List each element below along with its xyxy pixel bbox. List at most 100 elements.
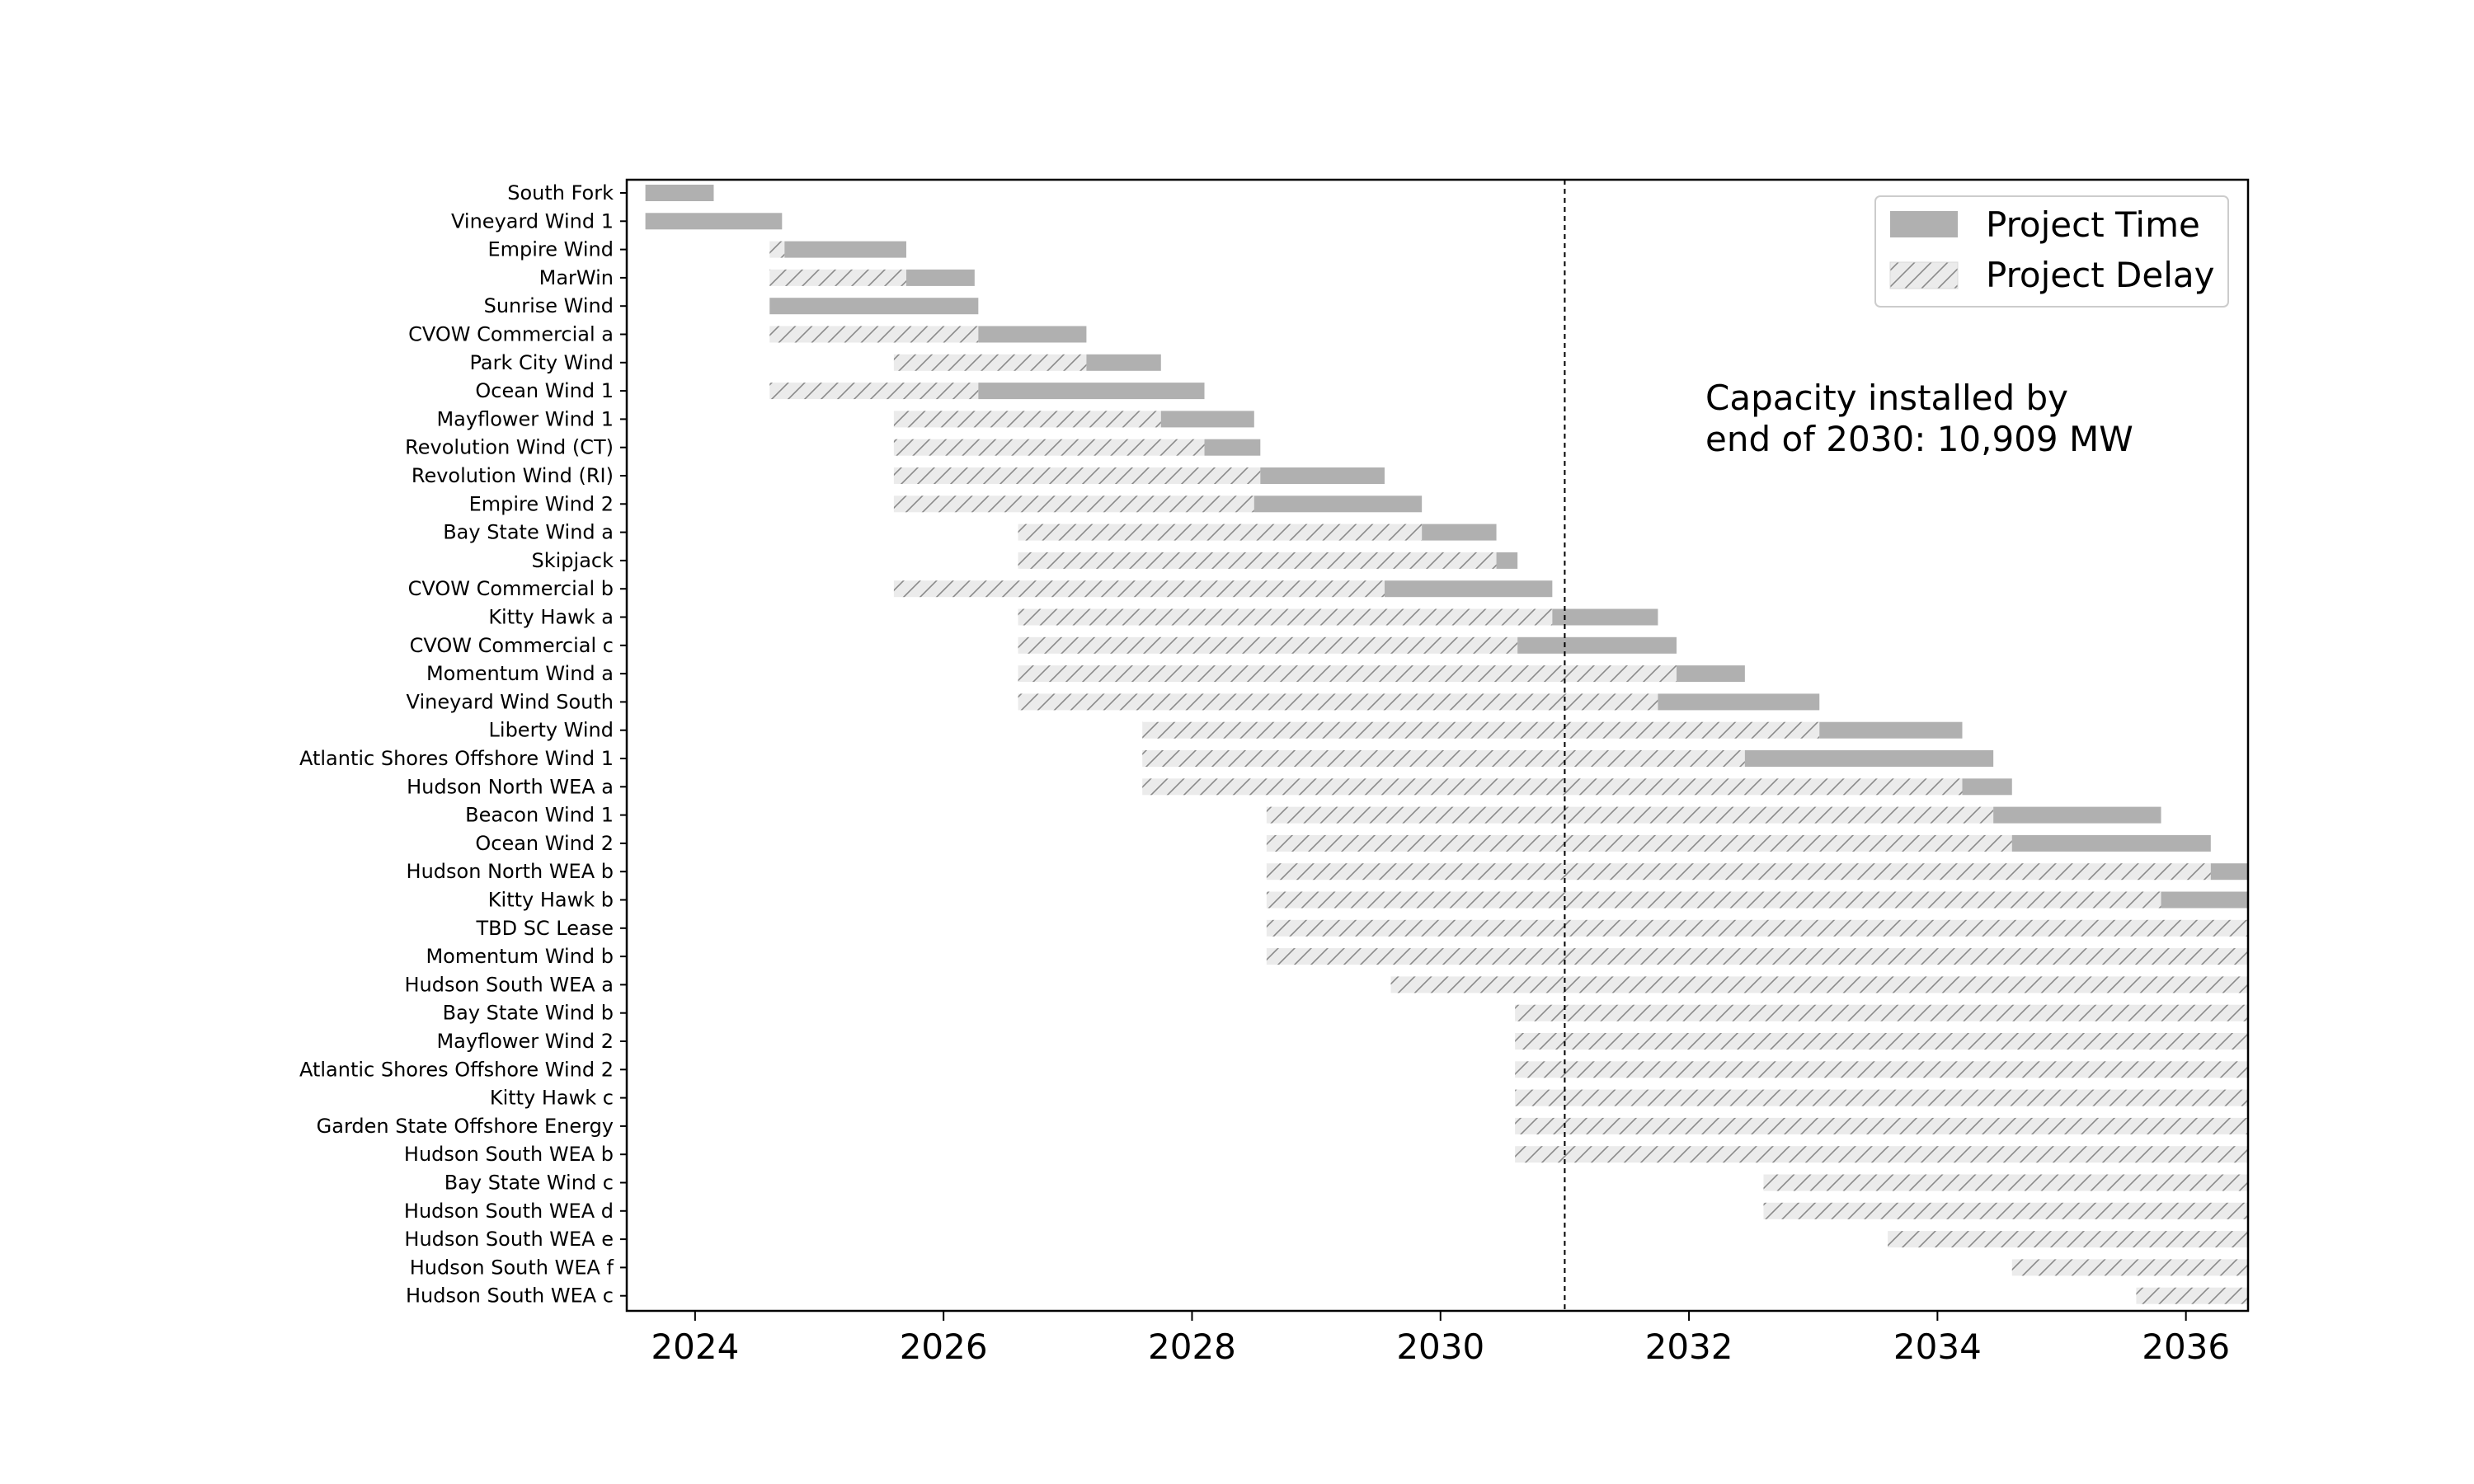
delay-bar-beacon-wind-1	[1266, 806, 1994, 824]
delay-bar-liberty-wind	[1142, 721, 1820, 739]
time-bar-cvow-commercial-b	[1384, 580, 1553, 598]
x-tick-label: 2024	[651, 1327, 739, 1367]
legend-swatch-delay	[1889, 261, 1959, 289]
y-label: CVOW Commercial a	[408, 323, 614, 346]
delay-bar-tbd-sc-lease	[1266, 919, 2248, 937]
y-label: Vineyard Wind 1	[451, 209, 614, 232]
x-tick-label: 2034	[1893, 1327, 1982, 1367]
x-tick-label: 2028	[1148, 1327, 1236, 1367]
delay-bar-ocean-wind-1	[769, 383, 979, 400]
annotation-line: Capacity installed by	[1705, 378, 2068, 418]
y-label: Garden State Offshore Energy	[317, 1115, 614, 1138]
y-label: Revolution Wind (RI)	[412, 464, 614, 487]
delay-bar-cvow-commercial-c	[1018, 636, 1518, 654]
legend-label-delay: Project Delay	[1986, 255, 2215, 295]
y-label: MarWin	[539, 266, 614, 289]
time-bar-cvow-commercial-c	[1517, 636, 1677, 654]
x-tick-label: 2026	[900, 1327, 988, 1367]
y-label: Mayflower Wind 1	[436, 407, 614, 430]
time-bar-hudson-north-wea-a	[1962, 778, 2012, 796]
delay-bar-hudson-south-wea-e	[1888, 1231, 2248, 1248]
y-label: Bay State Wind b	[443, 1002, 614, 1025]
y-label: Park City Wind	[470, 351, 614, 374]
y-label: Empire Wind 2	[469, 492, 614, 515]
time-bar-marwin	[905, 269, 975, 286]
delay-bar-kitty-hawk-a	[1018, 608, 1553, 626]
delay-bar-revolution-wind-ct	[893, 439, 1205, 456]
y-label: Vineyard Wind South	[407, 690, 614, 713]
y-label: Kitty Hawk a	[488, 606, 614, 629]
time-bar-park-city-wind	[1086, 354, 1161, 371]
delay-bar-momentum-wind-b	[1266, 948, 2248, 965]
delay-bar-hudson-south-wea-f	[2011, 1259, 2248, 1276]
y-label: Mayflower Wind 2	[436, 1030, 614, 1053]
time-bar-sunrise-wind	[769, 298, 979, 315]
delay-bar-hudson-north-wea-b	[1266, 863, 2211, 881]
y-label: Hudson North WEA a	[407, 775, 614, 798]
delay-bar-momentum-wind-a	[1018, 665, 1677, 683]
y-label: Hudson South WEA e	[404, 1228, 614, 1251]
y-label: Momentum Wind b	[426, 945, 614, 968]
delay-bar-bay-state-wind-a	[1018, 524, 1423, 541]
y-label: Hudson South WEA d	[404, 1200, 614, 1223]
y-label: Ocean Wind 1	[475, 379, 614, 402]
y-label: Empire Wind	[488, 238, 614, 261]
delay-bar-revolution-wind-ri	[893, 467, 1261, 484]
time-bar-revolution-wind-ri	[1260, 467, 1385, 484]
time-bar-south-fork	[645, 185, 714, 201]
y-label: Ocean Wind 2	[475, 832, 614, 855]
y-label: Momentum Wind a	[426, 662, 614, 685]
delay-bar-hudson-south-wea-a	[1390, 976, 2248, 993]
y-label: CVOW Commercial c	[410, 634, 614, 657]
y-label: Bay State Wind c	[444, 1172, 614, 1195]
delay-bar-park-city-wind	[893, 354, 1087, 371]
y-label: Hudson South WEA f	[410, 1256, 614, 1279]
time-bar-kitty-hawk-b	[2161, 891, 2248, 909]
x-tick-label: 2032	[1645, 1327, 1733, 1367]
delay-bar-hudson-north-wea-a	[1142, 778, 1963, 796]
time-bar-vineyard-wind-1	[645, 213, 783, 230]
y-label: Beacon Wind 1	[465, 804, 614, 827]
delay-bar-empire-wind	[769, 241, 785, 258]
delay-bar-empire-wind-2	[893, 495, 1254, 513]
delay-bar-cvow-commercial-b	[893, 580, 1385, 598]
time-bar-skipjack	[1496, 552, 1518, 569]
time-bar-empire-wind-2	[1253, 495, 1423, 513]
y-label: Kitty Hawk b	[488, 889, 614, 912]
delay-bar-ocean-wind-2	[1266, 834, 2012, 852]
y-label: Revolution Wind (CT)	[405, 436, 614, 459]
y-label: Skipjack	[531, 549, 614, 572]
delay-bar-garden-state-offshore-energy	[1515, 1117, 2248, 1134]
x-axis: 2024 2026 2028 2030 2032 2034 2036	[651, 1311, 2230, 1367]
time-bar-vineyard-wind-south	[1658, 693, 1820, 711]
time-bar-mayflower-wind-1	[1160, 411, 1254, 428]
delay-bar-mayflower-wind-2	[1515, 1033, 2248, 1050]
time-bar-revolution-wind-ct	[1204, 439, 1261, 456]
y-label: Atlantic Shores Offshore Wind 2	[299, 1058, 614, 1081]
y-label: CVOW Commercial b	[408, 577, 614, 600]
plot-background	[627, 180, 2248, 1311]
delay-bar-bay-state-wind-b	[1515, 1004, 2248, 1021]
time-bar-empire-wind	[784, 241, 906, 258]
x-tick-label: 2036	[2142, 1327, 2230, 1367]
y-label: Atlantic Shores Offshore Wind 1	[299, 747, 614, 770]
bars-layer	[645, 185, 2285, 1304]
delay-bar-mayflower-wind-1	[893, 411, 1161, 428]
x-tick-label: 2030	[1396, 1327, 1484, 1367]
time-bar-kitty-hawk-a	[1552, 608, 1658, 626]
time-bar-momentum-wind-b	[2260, 948, 2285, 965]
annotation-line: end of 2030: 10,909 MW	[1705, 419, 2133, 459]
delay-bar-atlantic-shores-offshore-wind-1	[1142, 750, 1745, 767]
time-bar-bay-state-wind-a	[1422, 524, 1497, 541]
time-bar-ocean-wind-2	[2011, 834, 2211, 852]
delay-bar-vineyard-wind-south	[1018, 693, 1658, 711]
y-label: Sunrise Wind	[484, 294, 614, 317]
y-label: Hudson South WEA c	[406, 1284, 614, 1308]
y-label: Hudson South WEA a	[404, 973, 614, 996]
time-bar-hudson-north-wea-b	[2210, 863, 2248, 881]
delay-bar-marwin	[769, 269, 906, 286]
delay-bar-bay-state-wind-c	[1763, 1174, 2248, 1191]
time-bar-atlantic-shores-offshore-wind-1	[1744, 750, 1994, 767]
legend-box	[1874, 195, 2229, 308]
